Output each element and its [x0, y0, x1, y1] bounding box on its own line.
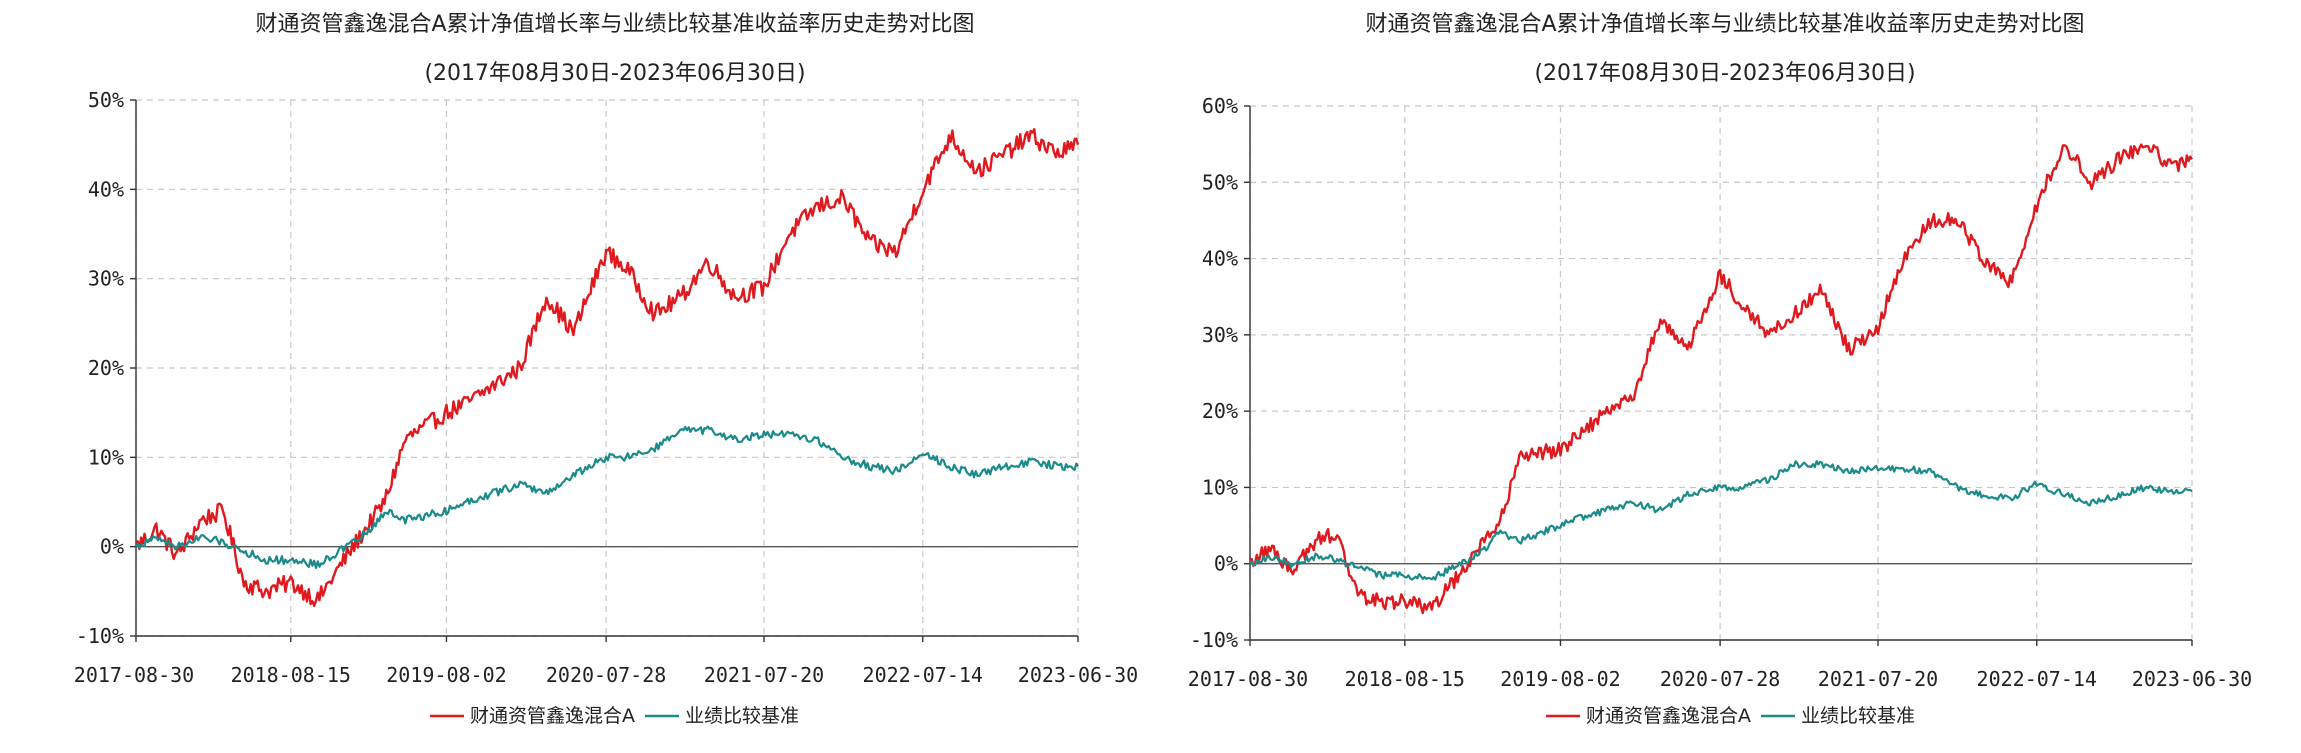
legend-label: 业绩比较基准	[1801, 705, 1915, 727]
y-tick-label: 50%	[88, 88, 124, 112]
y-tick-label: 30%	[88, 267, 124, 291]
chart-title: 财通资管鑫逸混合A累计净值增长率与业绩比较基准收益率历史走势对比图	[255, 12, 974, 37]
y-tick-label: -10%	[1190, 628, 1238, 652]
x-tick-label: 2022-07-14	[1977, 667, 2097, 691]
series-line-fund	[1248, 143, 2194, 615]
y-tick-label: 20%	[88, 356, 124, 380]
x-tick-label: 2019-08-02	[386, 663, 506, 687]
x-tick-label: 2018-08-15	[1345, 667, 1465, 691]
y-tick-label: 10%	[1202, 475, 1238, 499]
legend-label: 财通资管鑫逸混合A	[1586, 705, 1751, 727]
x-tick-label: 2020-07-28	[1660, 667, 1780, 691]
x-tick-label: 2020-07-28	[546, 663, 666, 687]
chart-right: 财通资管鑫逸混合A累计净值增长率与业绩比较基准收益率历史走势对比图 (2017年…	[1188, 12, 2252, 727]
y-tick-label: 40%	[88, 177, 124, 201]
chart-left: 财通资管鑫逸混合A累计净值增长率与业绩比较基准收益率历史走势对比图 (2017年…	[74, 12, 1138, 727]
x-tick-label: 2022-07-14	[863, 663, 983, 687]
x-tick-label: 2018-08-15	[231, 663, 351, 687]
y-tick-label: -10%	[76, 624, 124, 648]
x-tick-label: 2021-07-20	[1818, 667, 1938, 691]
legend-item: 业绩比较基准	[1761, 705, 1915, 727]
series-line-benchmark	[1249, 460, 2193, 581]
y-tick-label: 20%	[1202, 399, 1238, 423]
chart-title: 财通资管鑫逸混合A累计净值增长率与业绩比较基准收益率历史走势对比图	[1365, 12, 2084, 37]
chart-subtitle: (2017年08月30日-2023年06月30日)	[424, 61, 805, 86]
y-tick-label: 60%	[1202, 94, 1238, 118]
y-tick-label: 30%	[1202, 323, 1238, 347]
x-tick-label: 2019-08-02	[1500, 667, 1620, 691]
x-tick-label: 2017-08-30	[1188, 667, 1308, 691]
chart-subtitle: (2017年08月30日-2023年06月30日)	[1534, 61, 1915, 86]
legend-item: 财通资管鑫逸混合A	[430, 705, 635, 727]
y-tick-label: 40%	[1202, 247, 1238, 271]
x-tick-label: 2021-07-20	[704, 663, 824, 687]
legend-item: 业绩比较基准	[645, 705, 799, 727]
legend-label: 业绩比较基准	[685, 705, 799, 727]
x-tick-label: 2023-06-30	[2132, 667, 2252, 691]
y-tick-label: 10%	[88, 445, 124, 469]
y-tick-label: 0%	[100, 535, 124, 559]
x-tick-label: 2023-06-30	[1018, 663, 1138, 687]
series-line-fund	[134, 128, 1080, 607]
y-tick-label: 50%	[1202, 170, 1238, 194]
legend-item: 财通资管鑫逸混合A	[1546, 705, 1751, 727]
x-tick-label: 2017-08-30	[74, 663, 194, 687]
legend-label: 财通资管鑫逸混合A	[470, 705, 635, 727]
y-tick-label: 0%	[1214, 552, 1238, 576]
series-line-benchmark	[135, 425, 1079, 570]
